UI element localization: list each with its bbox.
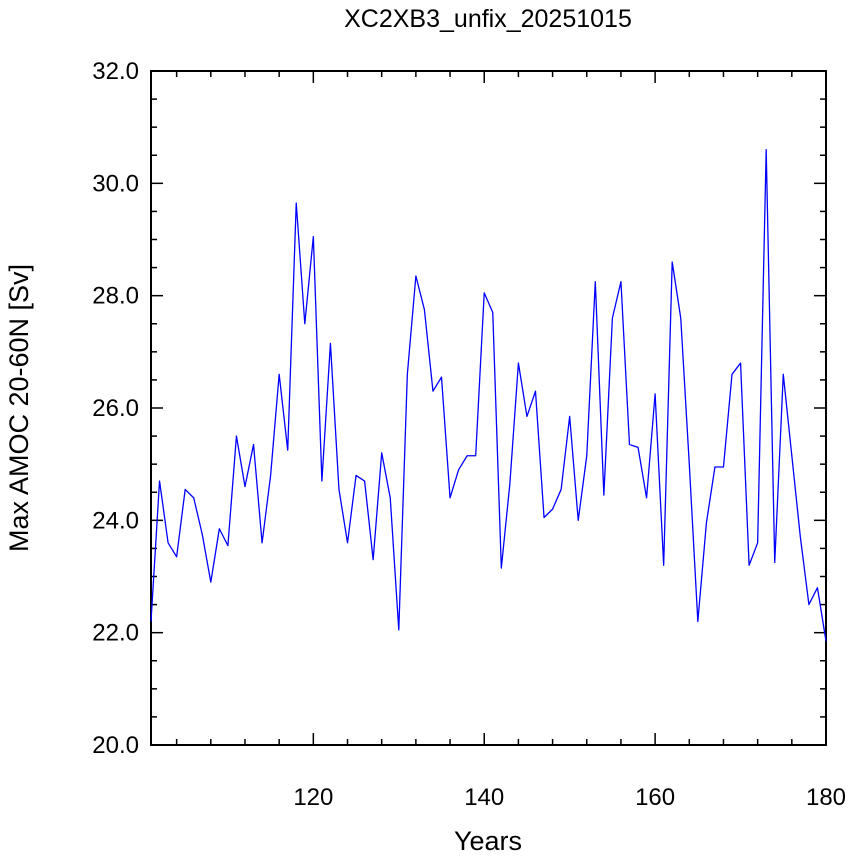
plot-frame	[150, 70, 827, 746]
y-tick-label: 20.0	[92, 732, 139, 759]
y-tick-label: 32.0	[92, 58, 139, 85]
y-tick-label: 24.0	[92, 507, 139, 534]
y-axis-label: Max AMOC 20-60N [Sv]	[4, 264, 34, 552]
y-tick-label: 22.0	[92, 620, 139, 647]
series-line	[150, 148, 827, 642]
y-tick-label: 30.0	[92, 170, 139, 197]
x-tick-label: 160	[635, 784, 675, 811]
y-axis-tick-labels: 20.0 22.0 24.0 26.0 28.0 30.0 32.0	[92, 58, 139, 759]
x-axis-tick-labels: 120 140 160 180	[293, 784, 846, 811]
axis-ticks	[151, 70, 827, 746]
x-tick-label: 140	[464, 784, 504, 811]
y-tick-label: 28.0	[92, 283, 139, 310]
chart-title: XC2XB3_unfix_20251015	[344, 5, 632, 33]
x-axis-label: Years	[454, 826, 522, 856]
x-tick-label: 120	[293, 784, 333, 811]
y-tick-label: 26.0	[92, 395, 139, 422]
x-tick-label: 180	[806, 784, 846, 811]
